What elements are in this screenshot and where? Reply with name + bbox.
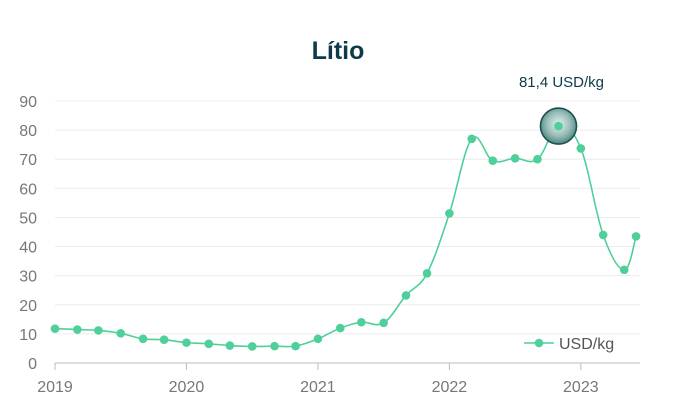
data-point[interactable] xyxy=(291,341,300,351)
chart-title: Lítio xyxy=(312,37,365,65)
x-tick-label: 2022 xyxy=(432,379,468,396)
data-point[interactable] xyxy=(94,326,103,335)
x-tick-label: 2021 xyxy=(300,379,336,396)
gridlines xyxy=(55,100,640,335)
data-point[interactable] xyxy=(631,232,641,241)
data-point[interactable] xyxy=(247,342,257,351)
y-tick-label: 90 xyxy=(19,94,37,111)
data-point[interactable] xyxy=(598,230,608,240)
data-point[interactable] xyxy=(488,156,498,165)
y-tick-label: 60 xyxy=(19,181,37,198)
x-tick-label: 2020 xyxy=(169,379,205,396)
y-tick-label: 30 xyxy=(19,269,37,286)
legend[interactable]: USD/kg xyxy=(524,336,614,353)
data-point[interactable] xyxy=(73,325,82,334)
data-point[interactable] xyxy=(225,341,235,350)
y-tick-label: 20 xyxy=(19,298,37,315)
data-point[interactable] xyxy=(619,265,629,275)
data-point[interactable] xyxy=(379,318,388,328)
data-point[interactable] xyxy=(533,154,542,164)
data-point[interactable] xyxy=(50,324,60,333)
y-tick-label: 0 xyxy=(28,356,37,373)
data-point[interactable] xyxy=(576,144,586,153)
peak-annotation: 81,4 USD/kg xyxy=(519,74,604,145)
data-point[interactable] xyxy=(422,269,432,278)
y-tick-label: 80 xyxy=(19,123,37,140)
data-point[interactable] xyxy=(116,329,126,338)
data-point[interactable] xyxy=(159,335,169,345)
data-point[interactable] xyxy=(270,341,279,351)
series-group xyxy=(50,121,641,351)
peak-data-point xyxy=(554,121,563,131)
y-tick-label: 70 xyxy=(19,152,37,169)
y-tick-label: 40 xyxy=(19,240,37,257)
data-point[interactable] xyxy=(467,134,477,144)
y-axis-ticks: 0 10 20 30 40 50 60 70 80 90 xyxy=(19,94,37,373)
y-tick-label: 10 xyxy=(19,327,37,344)
data-point[interactable] xyxy=(313,334,323,344)
data-point[interactable] xyxy=(357,317,366,327)
x-tick-label: 2023 xyxy=(563,379,599,396)
x-tick-label: 2019 xyxy=(37,379,73,396)
peak-label: 81,4 USD/kg xyxy=(519,74,604,91)
data-point[interactable] xyxy=(182,338,191,347)
y-tick-label: 50 xyxy=(19,210,37,227)
data-point[interactable] xyxy=(138,334,148,344)
legend-marker-swatch xyxy=(534,338,544,348)
legend-label: USD/kg xyxy=(559,336,614,353)
data-point[interactable] xyxy=(204,339,214,349)
data-point[interactable] xyxy=(335,323,345,333)
data-point[interactable] xyxy=(445,209,454,218)
data-point[interactable] xyxy=(401,291,411,300)
data-point[interactable] xyxy=(510,154,520,163)
x-axis-ticks: 2019 2020 2021 2022 2023 xyxy=(37,363,599,396)
